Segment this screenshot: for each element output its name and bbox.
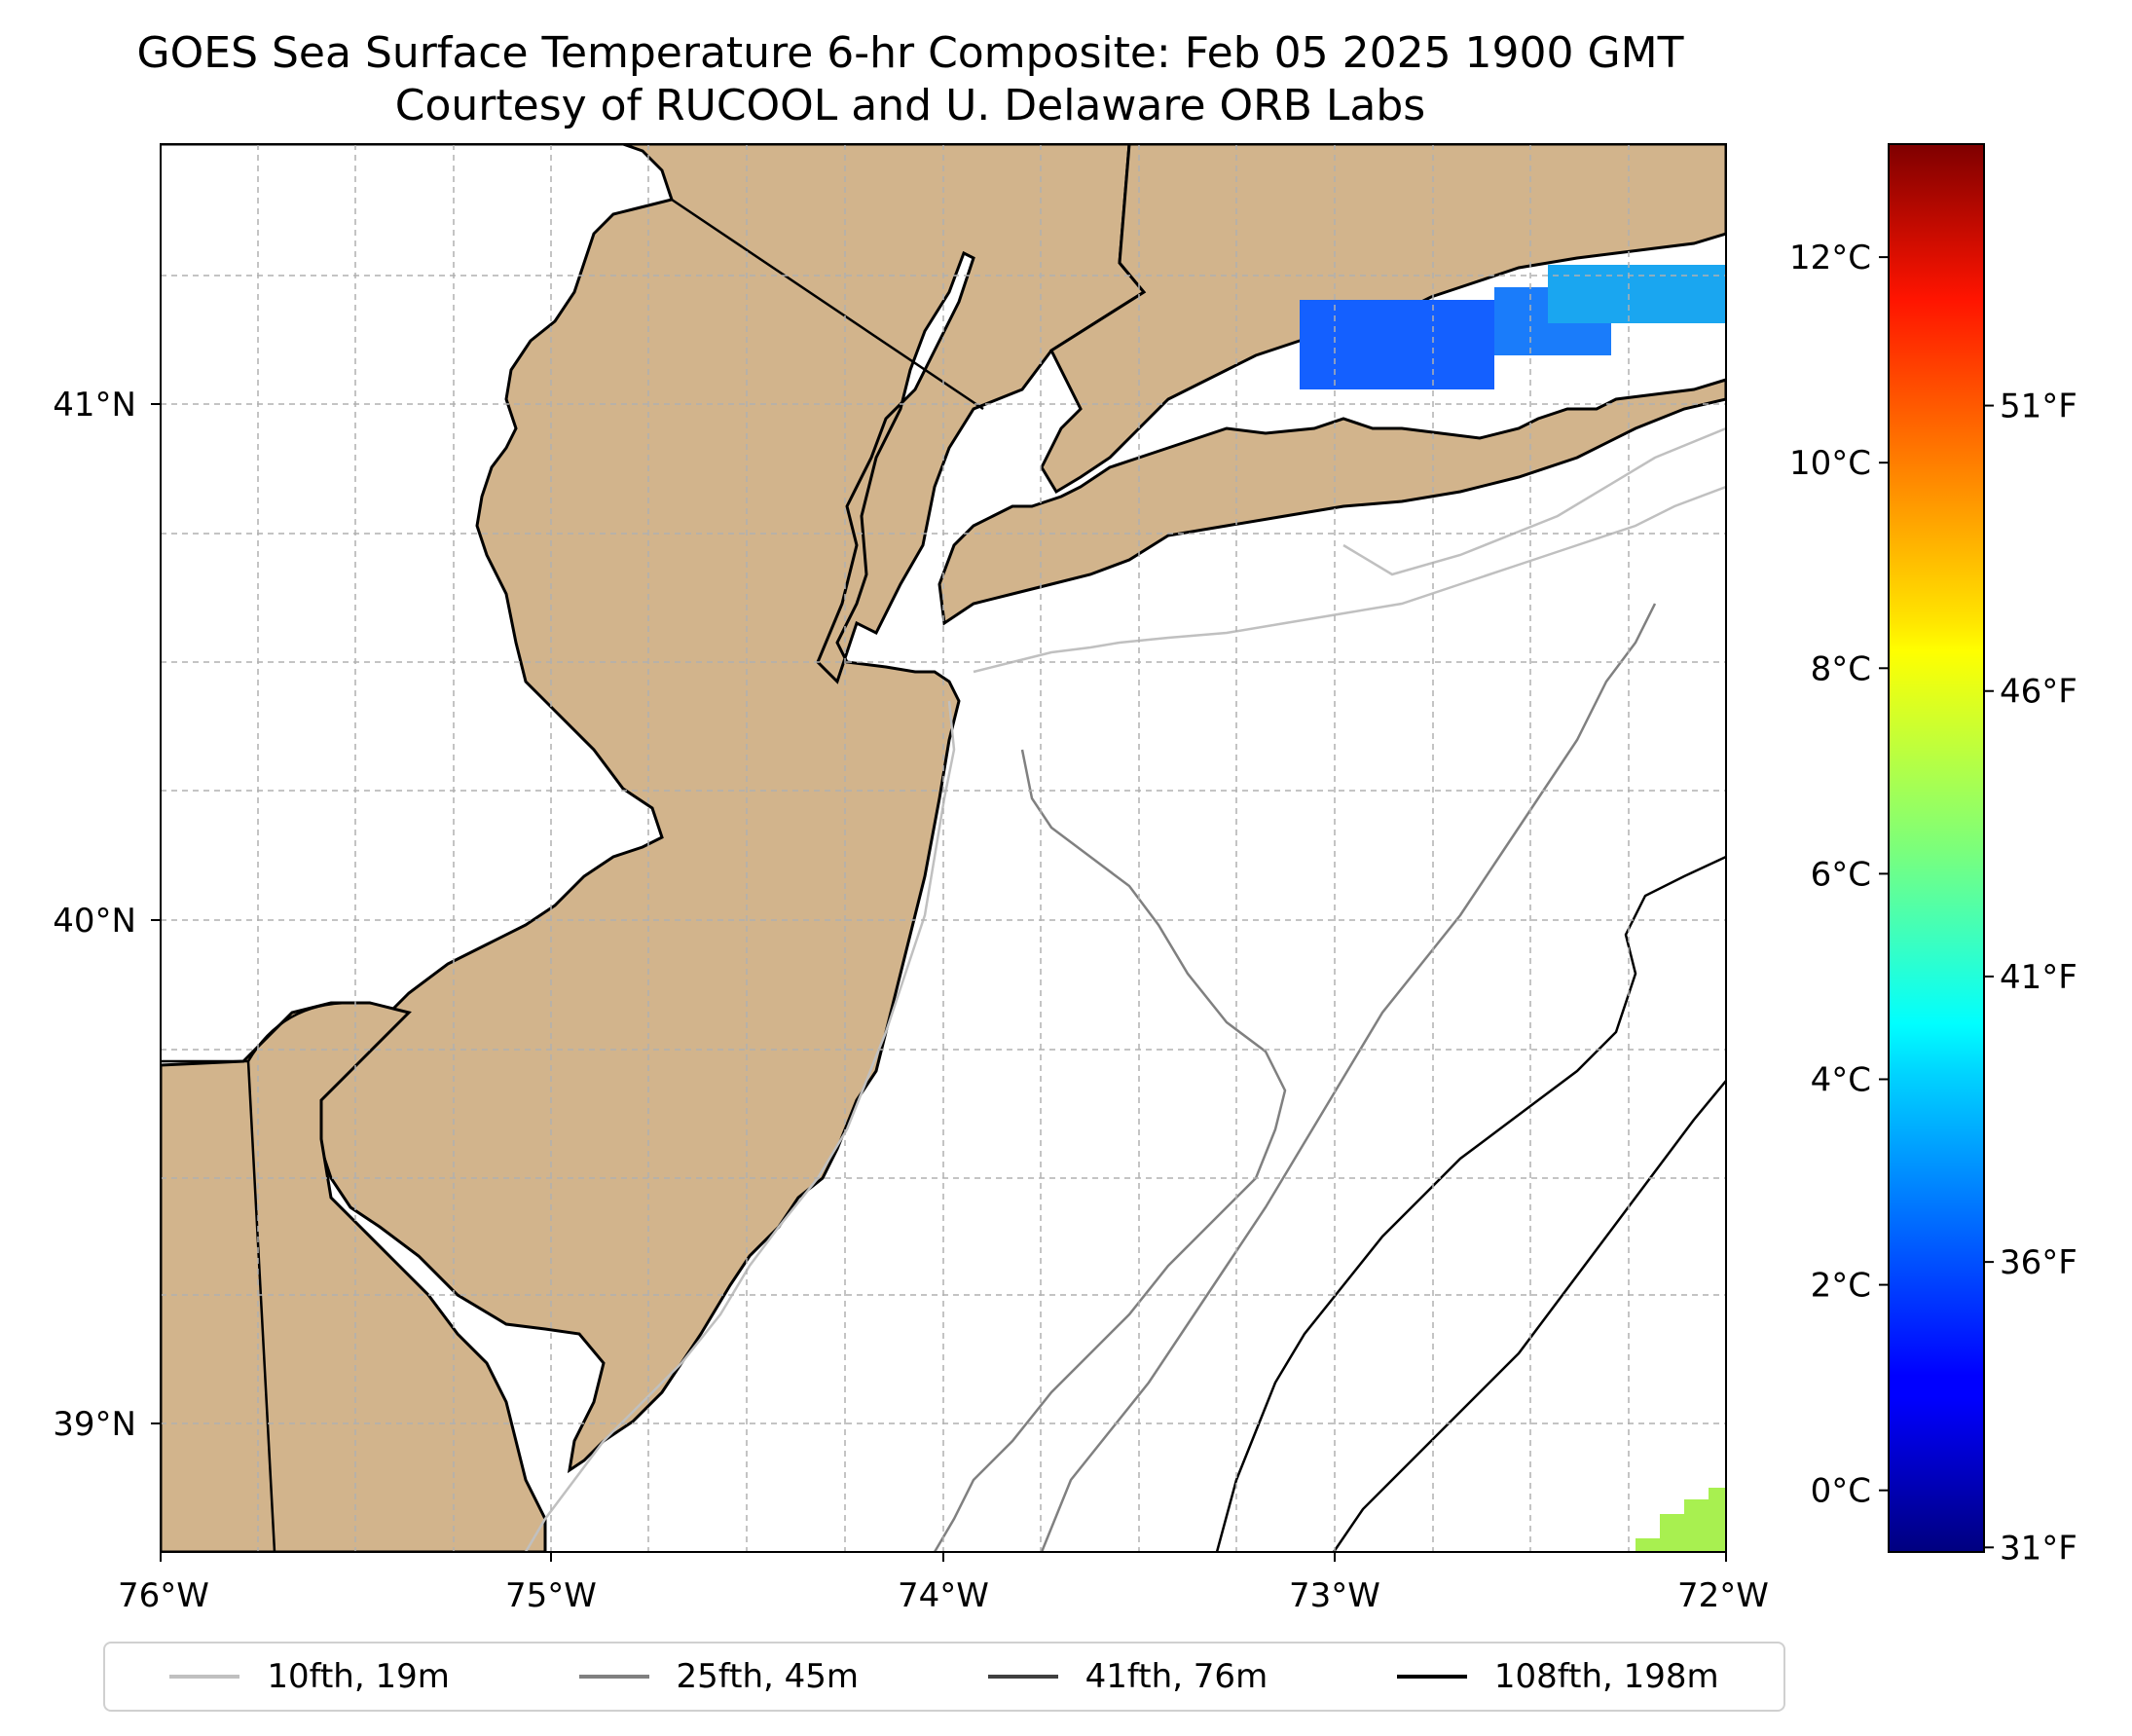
title-line-2: Courtesy of RUCOOL and U. Delaware ORB L…: [394, 81, 1426, 130]
lat-tick-39n: 39°N: [53, 1405, 136, 1444]
colorbar-gradient: [1888, 143, 1985, 1553]
lon-tick-73w: 73°W: [1289, 1576, 1380, 1615]
lon-tick-75w: 75°W: [505, 1576, 597, 1615]
isobath-25fth: [933, 603, 1657, 1552]
map-area: [161, 144, 1726, 1552]
land-delmarva: [161, 1001, 547, 1552]
legend-label-108fth: 108fth, 198m: [1493, 1657, 1719, 1696]
legend-swatch-108fth: [1396, 1675, 1467, 1679]
legend-swatch-25fth: [578, 1675, 649, 1679]
colorbar-celsius-tick-label: 8°C: [1811, 649, 1871, 688]
land-connecticut: [1040, 144, 1726, 495]
sst-patch-offshore: [1636, 1488, 1726, 1552]
colorbar-celsius-tick-label: 12°C: [1789, 239, 1871, 277]
legend-label-41fth: 41fth, 76m: [1084, 1657, 1268, 1696]
colorbar-celsius-tick-label: 6°C: [1811, 855, 1871, 894]
legend-item-10fth: 10fth, 19m: [169, 1657, 450, 1696]
colorbar: 12°C 10°C 8°C 6°C 4°C 2°C 0°C 51°F 46°F 41°F 36°F…: [1789, 143, 2077, 1568]
isobath-legend: 10fth, 19m 25fth, 45m 41fth, 76m 108fth,…: [103, 1642, 1785, 1712]
isobaths: [524, 426, 1726, 1552]
sst-patch-li-sound-west: [1300, 300, 1494, 389]
state-boundary-de-arc: [246, 1001, 351, 1062]
sst-patch-li-sound-east: [1548, 265, 1726, 323]
colorbar-fahrenheit-tick-label: 36°F: [2000, 1243, 2077, 1282]
lat-tick-40n: 40°N: [53, 902, 136, 941]
colorbar-celsius-ticks: 12°C 10°C 8°C 6°C 4°C 2°C 0°C: [1789, 239, 1889, 1511]
legend-label-25fth: 25fth, 45m: [676, 1657, 860, 1696]
legend-label-10fth: 10fth, 19m: [267, 1657, 450, 1696]
colorbar-celsius-tick-label: 10°C: [1789, 444, 1871, 483]
legend-item-108fth: 108fth, 198m: [1396, 1657, 1719, 1696]
legend-swatch-41fth: [987, 1675, 1058, 1679]
land-long-island: [937, 378, 1726, 626]
lon-tick-72w: 72°W: [1677, 1576, 1769, 1615]
colorbar-celsius-tick-label: 0°C: [1811, 1472, 1871, 1511]
legend-swatch-10fth: [169, 1675, 240, 1679]
colorbar-fahrenheit-tick-label: 41°F: [2000, 958, 2077, 997]
colorbar-fahrenheit-ticks: 51°F 46°F 41°F 36°F 31°F: [1984, 388, 2077, 1568]
colorbar-fahrenheit-tick-label: 46°F: [2000, 673, 2077, 712]
lat-tick-41n: 41°N: [53, 386, 136, 425]
colorbar-celsius-tick-label: 2°C: [1811, 1267, 1871, 1306]
sst-layer: [1300, 265, 1726, 1552]
colorbar-celsius-tick-label: 4°C: [1811, 1060, 1871, 1099]
lon-tick-74w: 74°W: [898, 1576, 989, 1615]
lat-tick-labels: 41°N 40°N 39°N: [53, 386, 136, 1444]
lon-tick-labels: 76°W 75°W 74°W 73°W 72°W: [118, 1576, 1769, 1615]
axis-ticks: [151, 403, 1727, 1562]
legend-item-41fth: 41fth, 76m: [987, 1657, 1268, 1696]
map-title: GOES Sea Surface Temperature 6-hr Compos…: [0, 27, 1820, 132]
state-boundary-ny-nj: [671, 198, 984, 411]
colorbar-fahrenheit-tick-label: 31°F: [2000, 1529, 2077, 1568]
legend-item-25fth: 25fth, 45m: [578, 1657, 860, 1696]
title-line-1: GOES Sea Surface Temperature 6-hr Compos…: [136, 28, 1684, 78]
lon-tick-76w: 76°W: [118, 1576, 209, 1615]
gridlines: [161, 144, 1726, 1552]
colorbar-fahrenheit-tick-label: 51°F: [2000, 388, 2077, 426]
